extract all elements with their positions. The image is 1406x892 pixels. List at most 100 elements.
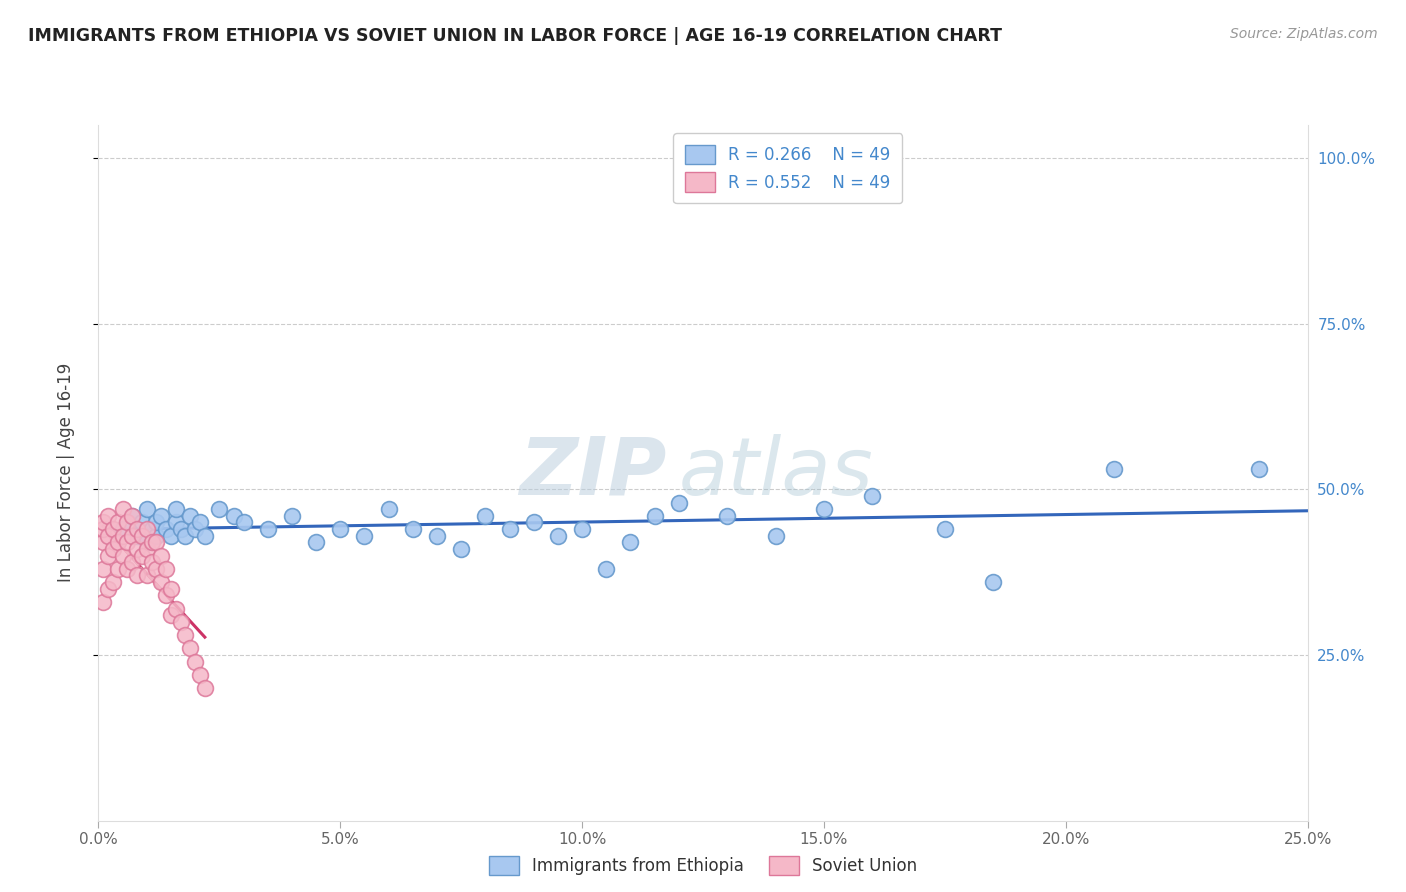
Point xyxy=(160,582,183,596)
Point xyxy=(184,522,207,536)
Point xyxy=(222,508,245,523)
Point xyxy=(165,601,187,615)
Point xyxy=(208,502,231,516)
Point xyxy=(150,508,173,523)
Point xyxy=(135,502,157,516)
Point xyxy=(169,522,191,536)
Point xyxy=(121,555,143,569)
Point xyxy=(127,568,149,582)
Point xyxy=(97,508,120,523)
Point xyxy=(595,562,617,576)
Point xyxy=(135,568,157,582)
Point xyxy=(131,549,153,563)
Point xyxy=(474,508,496,523)
Point xyxy=(232,516,254,530)
Point xyxy=(165,516,187,530)
Point xyxy=(97,549,120,563)
Point xyxy=(194,681,217,695)
Point xyxy=(169,615,191,629)
Point xyxy=(107,516,129,530)
Point xyxy=(91,562,114,576)
Point xyxy=(145,535,167,549)
Point xyxy=(121,508,143,523)
Point xyxy=(145,529,167,543)
Point xyxy=(135,535,157,549)
Point xyxy=(121,529,143,543)
Point xyxy=(155,562,177,576)
Point xyxy=(97,529,120,543)
Point xyxy=(127,522,149,536)
Point xyxy=(135,522,157,536)
Point xyxy=(131,529,153,543)
Point xyxy=(101,522,124,536)
Text: Source: ZipAtlas.com: Source: ZipAtlas.com xyxy=(1230,27,1378,41)
Point xyxy=(450,541,472,556)
Point xyxy=(141,535,163,549)
Point xyxy=(117,535,139,549)
Point xyxy=(107,535,129,549)
Point xyxy=(934,522,956,536)
Point xyxy=(135,541,157,556)
Point xyxy=(101,575,124,590)
Point xyxy=(179,508,201,523)
Point xyxy=(127,529,149,543)
Point xyxy=(141,522,163,536)
Point xyxy=(377,502,399,516)
Point xyxy=(174,628,197,642)
Point xyxy=(91,516,114,530)
Text: IMMIGRANTS FROM ETHIOPIA VS SOVIET UNION IN LABOR FORCE | AGE 16-19 CORRELATION : IMMIGRANTS FROM ETHIOPIA VS SOVIET UNION… xyxy=(28,27,1002,45)
Point xyxy=(174,529,197,543)
Point xyxy=(179,641,201,656)
Point xyxy=(111,529,134,543)
Point xyxy=(117,562,139,576)
Point xyxy=(860,489,883,503)
Legend: Immigrants from Ethiopia, Soviet Union: Immigrants from Ethiopia, Soviet Union xyxy=(482,849,924,882)
Point xyxy=(97,582,120,596)
Point xyxy=(523,516,546,530)
Point xyxy=(160,529,183,543)
Point xyxy=(194,529,217,543)
Point xyxy=(188,668,211,682)
Point xyxy=(111,522,134,536)
Text: atlas: atlas xyxy=(679,434,873,512)
Point xyxy=(716,508,738,523)
Point xyxy=(353,529,375,543)
Point xyxy=(256,522,278,536)
Point xyxy=(619,535,641,549)
Point xyxy=(150,549,173,563)
Point xyxy=(1249,462,1271,476)
Point xyxy=(184,655,207,669)
Point xyxy=(145,516,167,530)
Point xyxy=(165,502,187,516)
Point xyxy=(107,562,129,576)
Point xyxy=(145,562,167,576)
Point xyxy=(402,522,425,536)
Point xyxy=(127,541,149,556)
Point xyxy=(91,535,114,549)
Point xyxy=(644,508,666,523)
Point xyxy=(498,522,520,536)
Point xyxy=(91,522,114,536)
Point xyxy=(141,555,163,569)
Point xyxy=(117,516,139,530)
Point xyxy=(155,522,177,536)
Point xyxy=(150,575,173,590)
Point xyxy=(1102,462,1125,476)
Point xyxy=(121,508,143,523)
Point xyxy=(329,522,352,536)
Point xyxy=(101,541,124,556)
Point xyxy=(765,529,787,543)
Point xyxy=(281,508,304,523)
Point xyxy=(813,502,835,516)
Point xyxy=(111,502,134,516)
Text: ZIP: ZIP xyxy=(519,434,666,512)
Point xyxy=(111,549,134,563)
Point xyxy=(571,522,593,536)
Point xyxy=(91,595,114,609)
Point xyxy=(160,608,183,623)
Point xyxy=(668,495,690,509)
Point xyxy=(305,535,328,549)
Point xyxy=(155,588,177,602)
Point xyxy=(188,516,211,530)
Point xyxy=(131,516,153,530)
